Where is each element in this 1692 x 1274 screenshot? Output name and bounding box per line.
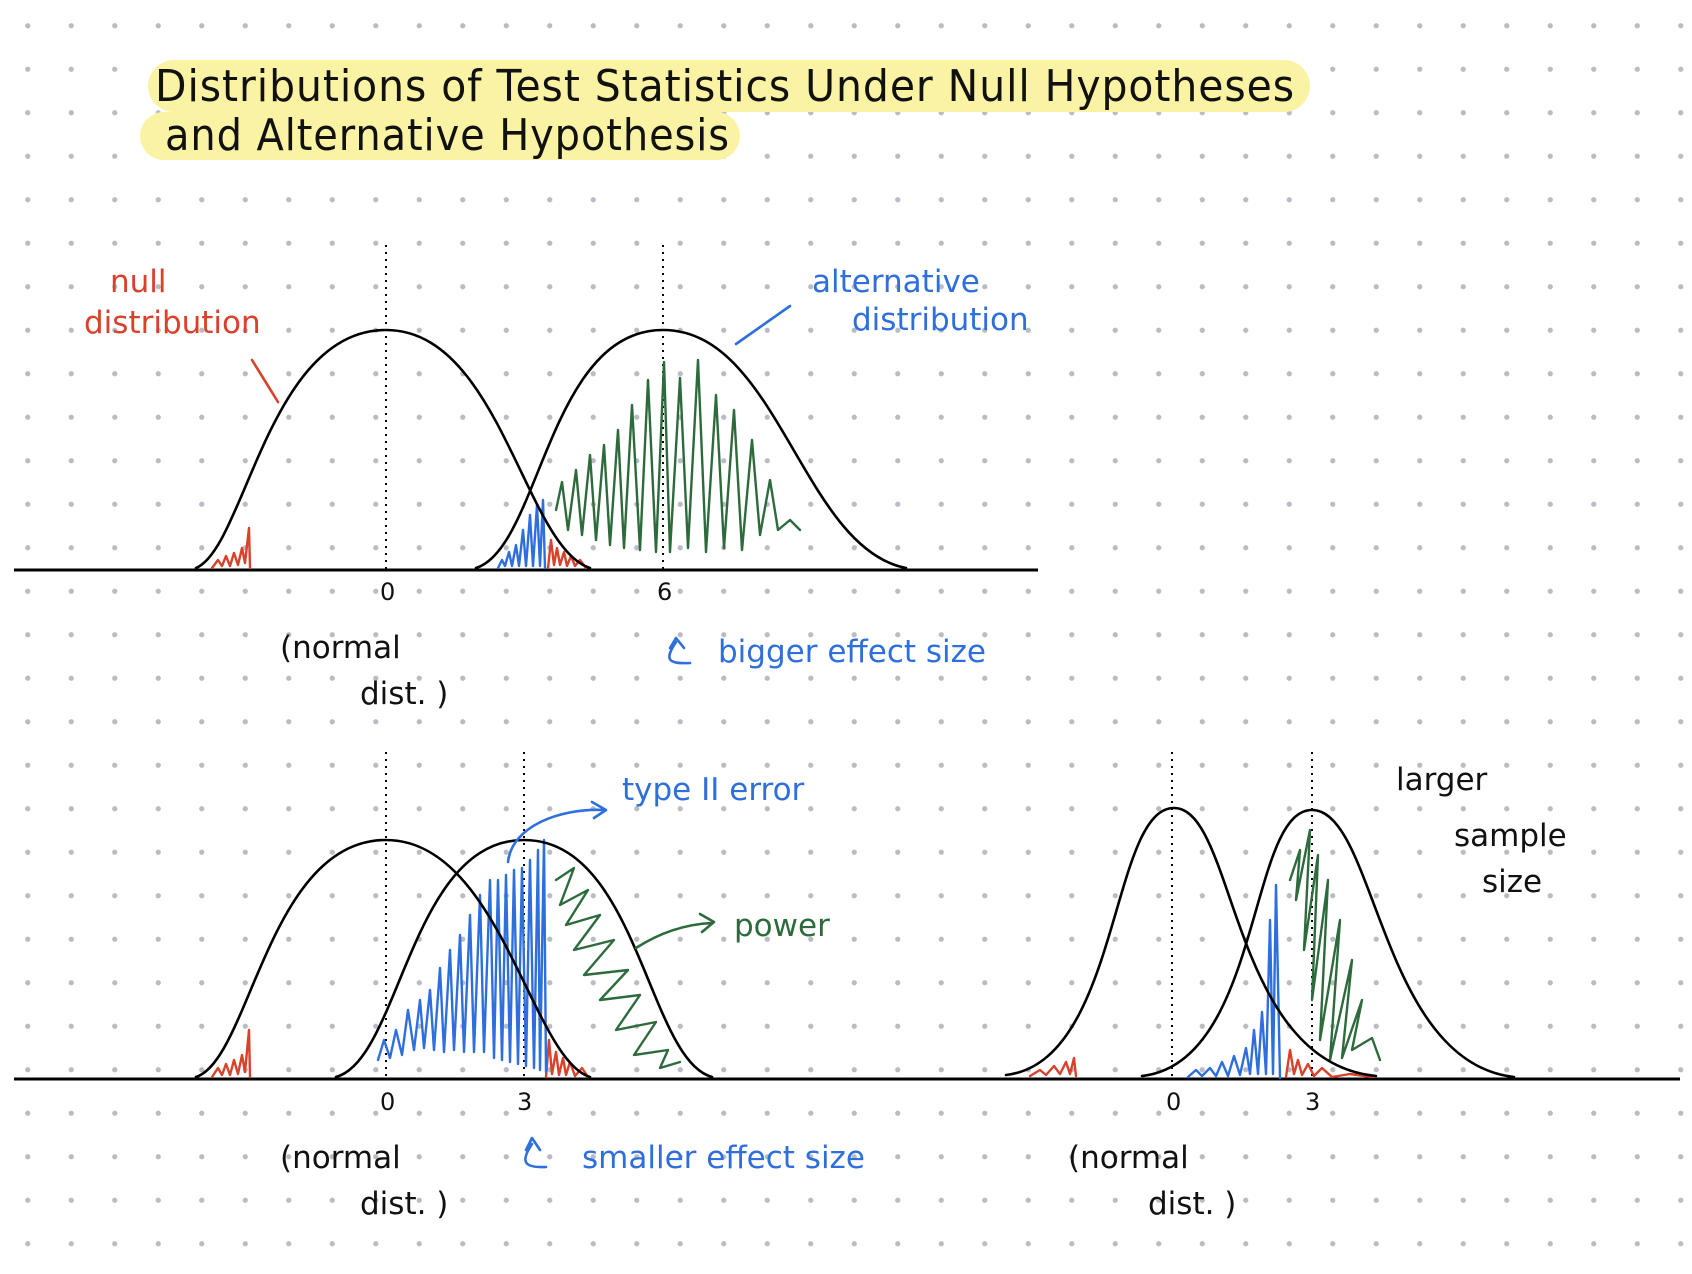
top-null-right-tail-alpha (546, 538, 588, 570)
larger-sample-label-line1: larger (1396, 762, 1488, 798)
bottom-left-power-region (554, 866, 682, 1070)
bottom-left-type-ii-region (376, 838, 548, 1074)
title-highlight (140, 60, 1310, 160)
bottom-left-null-left-tail-alpha (210, 1028, 252, 1079)
bottom-right-alt-mean-label: 3 (1305, 1088, 1320, 1116)
bottom-right-null-mean-label: 0 (1166, 1088, 1181, 1116)
larger-sample-label-line3: size (1482, 864, 1542, 900)
title-highlight-line2 (140, 112, 740, 160)
smaller-effect-arrow (524, 1136, 548, 1169)
top-null-mean-label: 0 (380, 578, 395, 606)
bottom-right-null-right-tail-alpha (1284, 1048, 1374, 1079)
alt-distribution-label-line1: alternative (812, 264, 980, 300)
bigger-effect-label: bigger effect size (718, 634, 986, 670)
top-null-curve (194, 328, 592, 570)
bottom-right-normal-dist-label-line2: dist. ) (1148, 1186, 1236, 1222)
bottom-left-normal-dist-label-line1: (normal (280, 1140, 401, 1176)
top-type-ii-region (496, 498, 547, 570)
top-normal-dist-label-line1: (normal (280, 630, 401, 666)
bottom-left-null-curve (194, 838, 592, 1079)
null-distribution-pointer (250, 358, 280, 404)
type-ii-label: type II error (622, 772, 805, 808)
bottom-left-alt-mean-label: 3 (517, 1088, 532, 1116)
bottom-left-alt-curve (334, 838, 714, 1079)
bottom-right-type-ii-region (1186, 883, 1282, 1080)
top-alt-mean-label: 6 (657, 578, 672, 606)
bottom-right-null-left-tail-alpha (1028, 1056, 1078, 1078)
panel-top: 0 6 (normal dist. ) null distribution al… (14, 245, 1038, 712)
bigger-effect-arrow (668, 636, 692, 665)
top-normal-dist-label-line2: dist. ) (360, 676, 448, 712)
null-distribution-label-line2: distribution (84, 305, 261, 341)
type-ii-arrow (506, 800, 608, 864)
power-label: power (734, 908, 830, 944)
bottom-left-null-right-tail-alpha (544, 1038, 590, 1079)
larger-sample-label-line2: sample (1454, 818, 1567, 854)
title-line1: Distributions of Test Statistics Under N… (155, 61, 1295, 112)
bottom-right-normal-dist-label-line1: (normal (1068, 1140, 1189, 1176)
top-alt-curve (474, 328, 908, 570)
panel-bottom-left: type II error power 0 3 (normal dist. ) … (14, 752, 1100, 1222)
bottom-left-normal-dist-label-line2: dist. ) (360, 1186, 448, 1222)
bottom-left-null-mean-label: 0 (380, 1088, 395, 1116)
bottom-right-power-region (1288, 828, 1382, 1062)
panel-bottom-right: larger sample size 0 3 (normal dist. ) (1004, 752, 1680, 1222)
alt-distribution-pointer (734, 304, 792, 346)
bottom-right-null-curve (1004, 806, 1378, 1078)
title-line2: and Alternative Hypothesis (165, 110, 730, 161)
title-highlight-line1 (148, 60, 1310, 112)
top-null-left-tail-alpha (210, 526, 252, 570)
smaller-effect-label: smaller effect size (582, 1140, 865, 1176)
null-distribution-label-line1: null (110, 264, 167, 300)
bottom-right-alt-curve (1140, 808, 1516, 1079)
top-power-region (554, 358, 802, 554)
power-arrow (634, 912, 716, 950)
alt-distribution-label-line2: distribution (852, 302, 1029, 338)
